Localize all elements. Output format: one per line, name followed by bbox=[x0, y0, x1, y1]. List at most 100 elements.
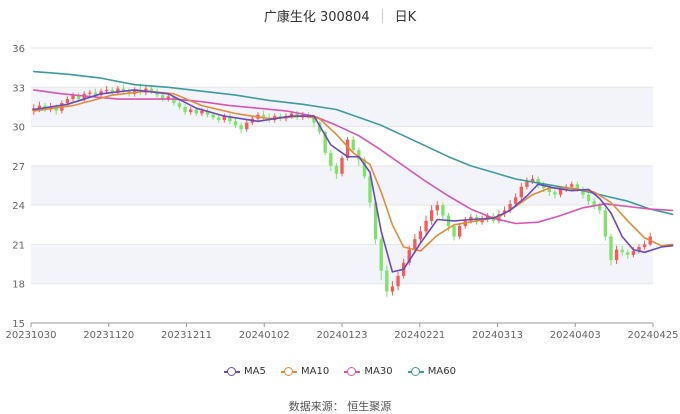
candle-body bbox=[598, 205, 602, 211]
candle-body bbox=[614, 249, 619, 261]
y-axis: 15 18 21 24 27 30 33 36 bbox=[12, 44, 25, 330]
candle-body bbox=[239, 125, 243, 130]
candle-body bbox=[626, 252, 630, 255]
legend-item-ma60[interactable]: MA60 bbox=[407, 366, 456, 377]
legend-swatch-ma30 bbox=[344, 366, 361, 377]
legend-label-ma30: MA30 bbox=[364, 366, 393, 377]
candle-body bbox=[429, 210, 434, 221]
x-tick-label: 20240102 bbox=[239, 330, 290, 341]
candle-body bbox=[558, 189, 563, 195]
candle-body bbox=[71, 95, 75, 100]
candle-body bbox=[340, 158, 344, 174]
candle-body bbox=[390, 286, 395, 292]
candle-body bbox=[362, 159, 367, 177]
candle-body bbox=[396, 275, 400, 287]
candle-body bbox=[525, 181, 529, 187]
candle-body bbox=[385, 270, 389, 292]
candle-body bbox=[575, 184, 580, 190]
x-tick-label: 20240123 bbox=[317, 330, 368, 341]
candlestick-chart: 15 18 21 24 27 30 33 36 20231030 20231120 2023121… bbox=[6, 44, 679, 341]
candle-body bbox=[508, 203, 512, 211]
candle-body bbox=[194, 109, 198, 114]
period-label: 日K bbox=[394, 10, 417, 25]
candle-body bbox=[570, 184, 574, 187]
candle-body bbox=[547, 188, 552, 193]
x-tick-label: 20231030 bbox=[6, 330, 57, 341]
candle-body bbox=[373, 202, 378, 240]
legend-label-ma60: MA60 bbox=[427, 366, 456, 377]
candle-body bbox=[211, 114, 215, 118]
x-tick-label: 20240425 bbox=[628, 330, 679, 341]
candle-body bbox=[261, 114, 266, 118]
candle-body bbox=[149, 88, 154, 92]
candle-body bbox=[65, 99, 70, 103]
legend-swatch-ma5 bbox=[223, 366, 240, 377]
candle-body bbox=[407, 249, 411, 263]
candle-body bbox=[104, 89, 109, 92]
y-tick-label: 30 bbox=[12, 123, 25, 134]
candle-body bbox=[553, 192, 557, 195]
candle-body bbox=[519, 186, 523, 198]
candle-body bbox=[413, 239, 417, 250]
y-tick-label: 33 bbox=[12, 83, 25, 94]
candle-body bbox=[345, 139, 350, 158]
x-tick-label: 20231211 bbox=[161, 330, 212, 341]
x-tick-label: 20240221 bbox=[394, 330, 445, 341]
candle-body bbox=[514, 197, 518, 204]
candle-body bbox=[329, 152, 333, 166]
candle-body bbox=[323, 131, 327, 153]
x-tick-label: 20231120 bbox=[83, 330, 134, 341]
candle-body bbox=[289, 113, 294, 117]
candle-body bbox=[357, 150, 361, 160]
legend-item-ma30[interactable]: MA30 bbox=[344, 366, 393, 377]
y-tick-label: 15 bbox=[12, 319, 25, 330]
data-source: 数据来源： 恒生聚源 bbox=[288, 400, 392, 413]
candle-body bbox=[424, 220, 428, 232]
candle-body bbox=[161, 95, 165, 100]
ma30-line bbox=[32, 89, 674, 225]
candle-body bbox=[222, 116, 227, 121]
legend-label-ma10: MA10 bbox=[301, 366, 330, 377]
chart-title: 广康生化 300804 bbox=[263, 10, 370, 25]
candle-body bbox=[486, 215, 490, 220]
legend-swatch-ma10 bbox=[281, 366, 298, 377]
candle-body bbox=[76, 95, 81, 100]
x-axis: 20231030 20231120 20231211 20240102 20240123… bbox=[6, 322, 679, 341]
candle-body bbox=[603, 210, 608, 237]
plot-bands bbox=[31, 87, 653, 284]
candle-body bbox=[121, 88, 126, 92]
y-tick-label: 21 bbox=[12, 240, 25, 251]
candle-body bbox=[631, 250, 636, 255]
legend: MA5 MA10 MA30 MA60 bbox=[0, 366, 680, 380]
candle-body bbox=[183, 106, 187, 113]
candle-body bbox=[586, 194, 591, 202]
candle-body bbox=[581, 189, 585, 195]
candle-body bbox=[620, 249, 624, 253]
legend-item-ma5[interactable]: MA5 bbox=[223, 366, 266, 377]
candle-body bbox=[530, 178, 535, 182]
candle-body bbox=[189, 109, 193, 113]
y-tick-label: 27 bbox=[12, 162, 25, 173]
candle-body bbox=[233, 121, 238, 126]
candle-body bbox=[351, 139, 355, 151]
legend-item-ma10[interactable]: MA10 bbox=[281, 366, 329, 377]
candle-body bbox=[228, 116, 232, 122]
candle-body bbox=[177, 103, 182, 107]
ma5-line bbox=[32, 89, 674, 273]
candle-body bbox=[642, 244, 647, 248]
candle-body bbox=[480, 219, 484, 223]
candle-body bbox=[418, 231, 423, 240]
candle-body bbox=[637, 247, 641, 251]
plot-band bbox=[31, 244, 653, 284]
y-tick-label: 24 bbox=[12, 201, 25, 212]
candle-body bbox=[441, 205, 445, 216]
candle-body bbox=[88, 92, 92, 94]
candle-body bbox=[93, 92, 98, 96]
legend-swatch-ma60 bbox=[407, 366, 424, 377]
candle-body bbox=[609, 236, 613, 261]
candle-body bbox=[166, 96, 170, 100]
candle-body bbox=[200, 110, 204, 114]
candle-body bbox=[245, 122, 249, 130]
y-tick-label: 36 bbox=[12, 44, 25, 55]
candle-body bbox=[116, 88, 120, 93]
